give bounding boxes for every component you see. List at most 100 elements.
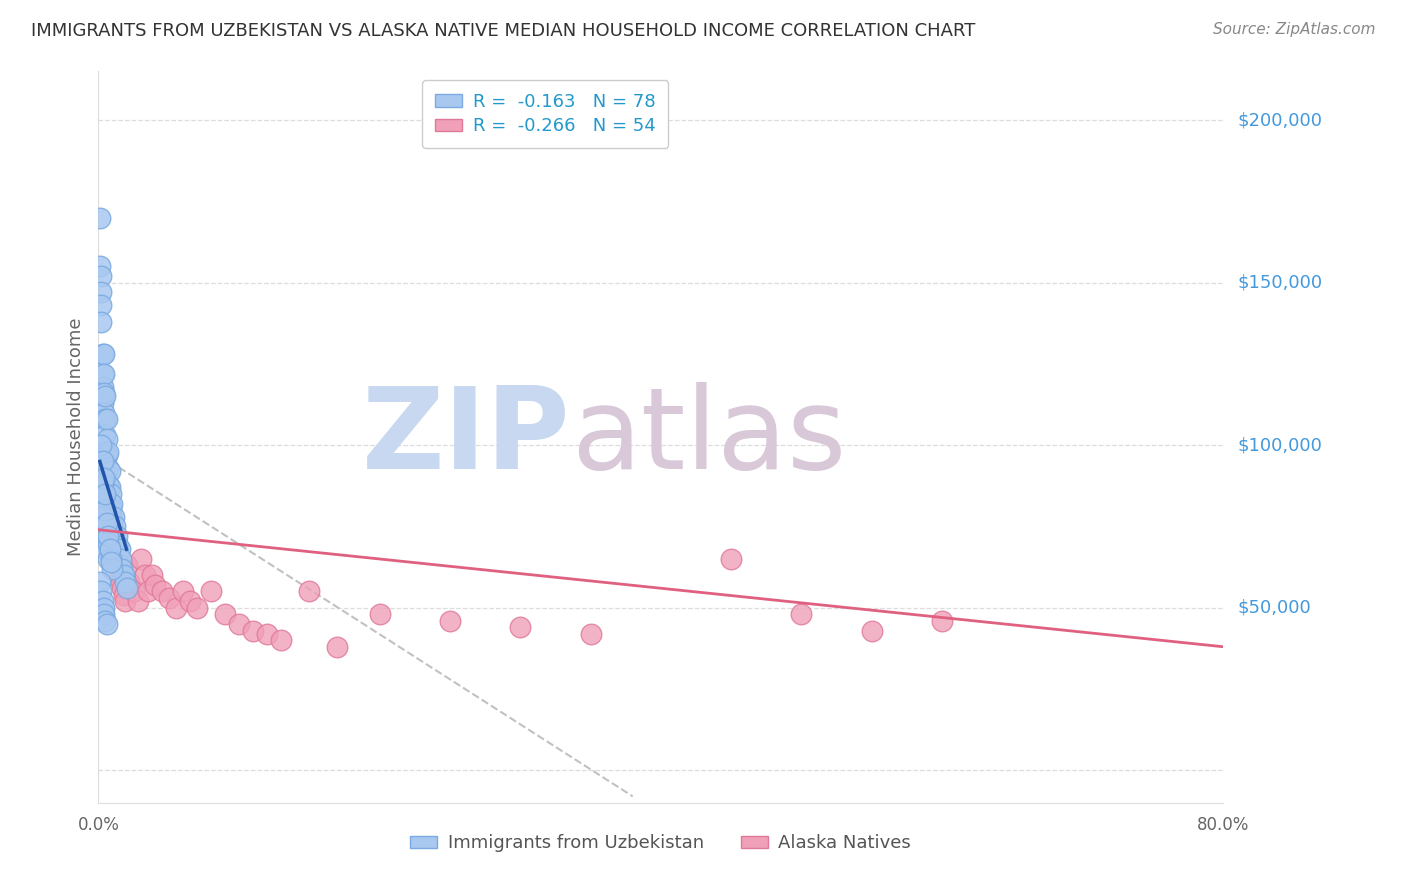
- Point: [96, 464, 118, 478]
- Point: [104, 542, 127, 557]
- Point: [111, 562, 134, 576]
- Point: [93, 535, 115, 549]
- Point: [98, 542, 121, 557]
- Point: [100, 487, 122, 501]
- Point: [94, 614, 117, 628]
- Point: [90, 298, 112, 312]
- Point: [93, 471, 115, 485]
- Point: [129, 552, 152, 566]
- Point: [96, 432, 118, 446]
- Point: [200, 584, 222, 599]
- Point: [110, 552, 132, 566]
- Point: [108, 542, 131, 557]
- Point: [143, 578, 166, 592]
- Point: [107, 558, 129, 573]
- Point: [101, 526, 124, 541]
- Point: [90, 584, 112, 599]
- Point: [93, 406, 115, 420]
- Point: [100, 555, 122, 569]
- Point: [94, 444, 117, 458]
- Point: [165, 600, 187, 615]
- Point: [89, 260, 111, 274]
- Point: [93, 600, 115, 615]
- Point: [90, 285, 112, 300]
- Point: [720, 552, 742, 566]
- Point: [100, 503, 122, 517]
- Point: [112, 568, 135, 582]
- Point: [270, 633, 292, 648]
- Point: [186, 600, 208, 615]
- Point: [94, 428, 117, 442]
- Point: [90, 315, 112, 329]
- Point: [103, 526, 125, 541]
- Point: [214, 607, 236, 622]
- Point: [326, 640, 349, 654]
- Point: [91, 367, 114, 381]
- Point: [94, 487, 117, 501]
- Point: [93, 386, 115, 401]
- Point: [91, 477, 114, 491]
- Point: [94, 519, 117, 533]
- Point: [104, 535, 127, 549]
- Text: $100,000: $100,000: [1237, 436, 1322, 454]
- Point: [93, 471, 115, 485]
- Point: [368, 607, 391, 622]
- Y-axis label: Median Household Income: Median Household Income: [66, 318, 84, 557]
- Point: [96, 487, 118, 501]
- Text: atlas: atlas: [571, 382, 846, 492]
- Point: [579, 626, 602, 640]
- Point: [97, 552, 120, 566]
- Point: [94, 542, 117, 557]
- Point: [97, 461, 120, 475]
- Point: [96, 516, 118, 531]
- Point: [97, 477, 120, 491]
- Point: [94, 503, 117, 517]
- Point: [134, 568, 156, 582]
- Point: [93, 347, 115, 361]
- Point: [157, 591, 180, 605]
- Point: [172, 584, 194, 599]
- Point: [91, 380, 114, 394]
- Point: [97, 535, 120, 549]
- Point: [91, 412, 114, 426]
- Point: [98, 480, 121, 494]
- Point: [94, 389, 117, 403]
- Point: [115, 558, 138, 573]
- Point: [105, 552, 128, 566]
- Point: [96, 617, 118, 632]
- Text: ZIP: ZIP: [363, 382, 571, 492]
- Point: [91, 509, 114, 524]
- Point: [790, 607, 813, 622]
- Point: [91, 594, 114, 608]
- Point: [114, 594, 136, 608]
- Point: [89, 574, 111, 589]
- Point: [93, 490, 115, 504]
- Point: [112, 588, 135, 602]
- Point: [256, 626, 278, 640]
- Text: $200,000: $200,000: [1237, 112, 1322, 129]
- Point: [90, 438, 112, 452]
- Point: [96, 503, 118, 517]
- Point: [150, 584, 173, 599]
- Point: [104, 519, 127, 533]
- Text: $150,000: $150,000: [1237, 274, 1322, 292]
- Point: [509, 620, 531, 634]
- Point: [93, 367, 115, 381]
- Point: [97, 529, 120, 543]
- Point: [439, 614, 461, 628]
- Point: [101, 539, 124, 553]
- Point: [105, 545, 128, 559]
- Point: [90, 519, 112, 533]
- Point: [107, 539, 129, 553]
- Point: [115, 581, 138, 595]
- Point: [90, 269, 112, 284]
- Point: [97, 497, 120, 511]
- Point: [94, 454, 117, 468]
- Point: [101, 497, 124, 511]
- Text: $50,000: $50,000: [1237, 599, 1310, 616]
- Point: [91, 529, 114, 543]
- Point: [98, 497, 121, 511]
- Point: [103, 509, 125, 524]
- Point: [97, 444, 120, 458]
- Point: [91, 396, 114, 410]
